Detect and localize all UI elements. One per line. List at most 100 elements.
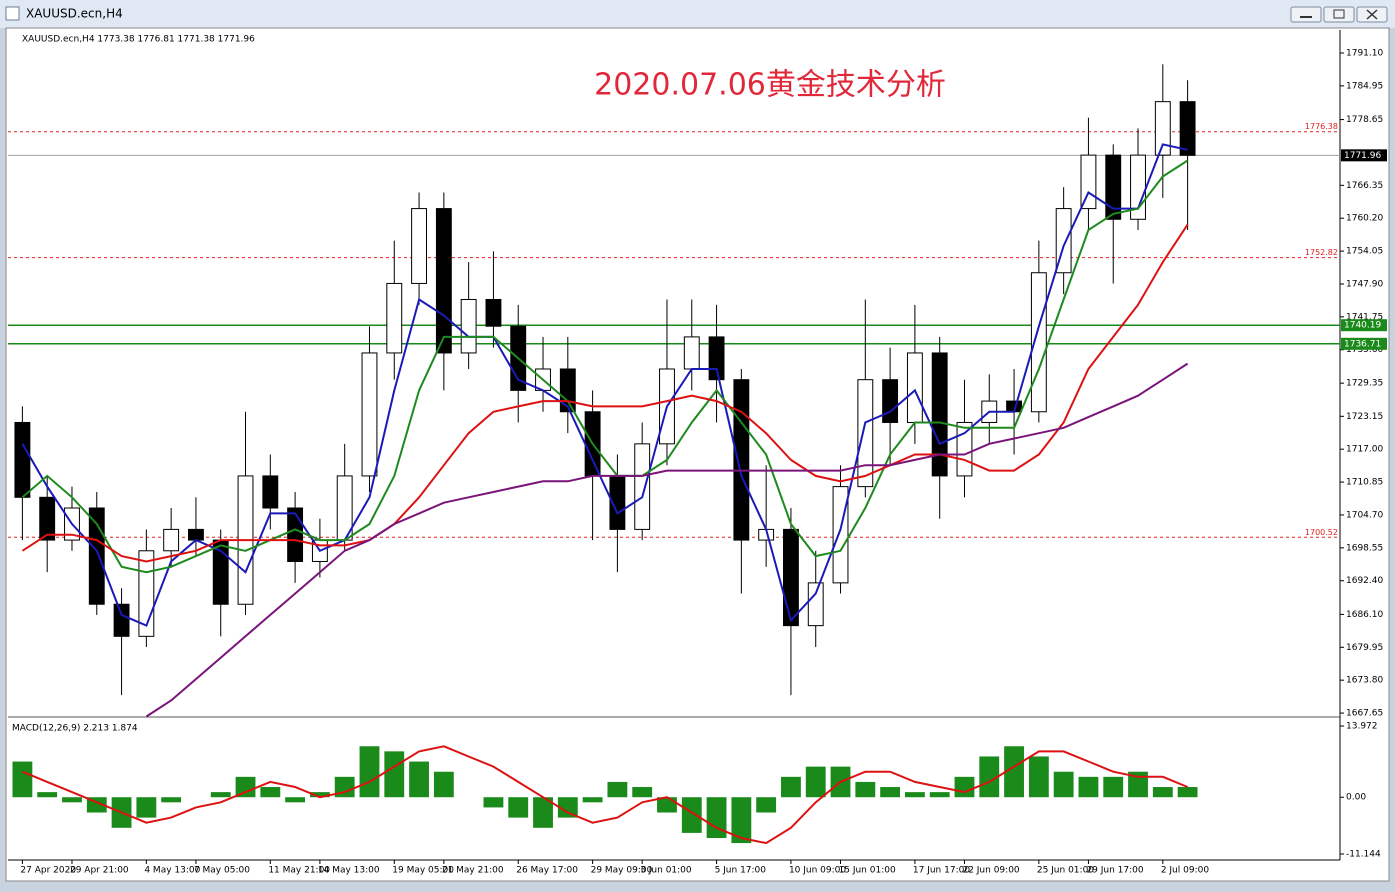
macd-bar [582, 797, 603, 803]
y-tick-label: 0.00 [1346, 793, 1366, 803]
candle-body [88, 507, 105, 605]
chart-area [5, 27, 1390, 882]
x-tick-label: 3 Jun 01:00 [640, 866, 692, 876]
x-tick-label: 22 Jun 09:00 [962, 866, 1019, 876]
macd-bar [235, 776, 256, 798]
level-price-label: 1740.19 [1344, 321, 1381, 331]
level-price-label: 1736.71 [1344, 339, 1381, 349]
candle-body [1154, 101, 1171, 156]
candle-body [931, 352, 948, 477]
macd-bar [1152, 787, 1173, 798]
x-tick-label: 27 Apr 2020 [20, 866, 76, 876]
macd-bar [1004, 746, 1024, 798]
x-tick-label: 25 Jun 01:00 [1037, 866, 1094, 876]
x-tick-label: 15 Jun 01:00 [839, 866, 896, 876]
marks: 1791.10 1784.95 1778.65 1766.35 1760.20 1754.… [8, 48, 1387, 876]
candle-body [783, 528, 799, 627]
candle-body [882, 379, 899, 423]
minimize-button[interactable] [1290, 6, 1322, 23]
macd-bar [929, 792, 950, 798]
y-tick-label: 1704.70 [1346, 510, 1383, 520]
macd-bar [607, 781, 628, 798]
candle-body [460, 298, 477, 354]
level-label: 1776.38 [1305, 122, 1338, 131]
indicator-line [21, 224, 1189, 563]
level-label: 1752.82 [1305, 248, 1338, 257]
macd-bar [681, 797, 702, 833]
candle-body [411, 208, 427, 284]
macd-bar [161, 797, 182, 803]
x-tick-label: 2 Jul 09:00 [1161, 866, 1210, 876]
indicator-line [21, 143, 1188, 627]
candle-body [163, 528, 180, 552]
macd-bar [210, 792, 231, 798]
macd-bar [136, 797, 157, 818]
symbol-info: XAUUSD.ecn,H4 1773.38 1776.81 1771.38 17… [22, 35, 255, 45]
candle-body [857, 379, 874, 488]
candle-body [212, 539, 229, 605]
y-tick-label: 1692.40 [1346, 576, 1383, 586]
macd-bar [557, 797, 578, 818]
macd-bar [979, 756, 1000, 798]
candle-body [188, 528, 204, 541]
x-tick-label: 17 Jun 17:00 [913, 866, 970, 876]
y-tick-label: 1729.35 [1346, 379, 1383, 389]
y-tick-label: -11.144 [1346, 850, 1381, 860]
macd-bar [483, 797, 504, 808]
x-tick-label: 26 May 17:00 [516, 866, 578, 876]
macd-bar [904, 792, 925, 798]
window-title: XAUUSD.ecn,H4 [26, 7, 123, 21]
macd-bar [756, 797, 777, 813]
macd-bar [285, 797, 306, 803]
y-tick-label: 1778.65 [1346, 115, 1383, 125]
level-price-box [1341, 337, 1387, 350]
x-tick-label: 10 Jun 09:00 [789, 866, 846, 876]
x-tick-label: 29 Jun 17:00 [1086, 866, 1143, 876]
candle-body [807, 582, 824, 627]
level-price-box [1341, 149, 1387, 162]
macd-bar [855, 781, 876, 798]
macd-bar [260, 787, 281, 798]
macd-bar [37, 792, 58, 798]
indicator-line [21, 159, 1189, 574]
macd-bar [1078, 776, 1099, 798]
x-tick-label: 14 May 13:00 [318, 866, 380, 876]
y-tick-label: 13.972 [1346, 722, 1378, 732]
window-icon [5, 6, 20, 21]
macd-bar [433, 771, 454, 798]
x-tick-label: 11 May 21:00 [268, 866, 330, 876]
candle-body [1080, 154, 1097, 210]
candle-body [361, 352, 378, 477]
y-tick-label: 1735.60 [1346, 345, 1383, 355]
y-tick-label: 1710.85 [1346, 478, 1383, 488]
macd-title: MACD(12,26,9) 2.213 1.874 [12, 724, 138, 734]
macd-bar [508, 797, 529, 818]
macd-bar [632, 787, 653, 798]
restore-icon [1333, 9, 1345, 19]
macd-bar [359, 746, 380, 798]
candle-body [1179, 101, 1196, 156]
macd-bar [12, 761, 33, 798]
candle-body [386, 282, 403, 354]
macd-bar [1103, 776, 1124, 798]
candle-body [1105, 154, 1122, 220]
y-tick-label: 1723.15 [1346, 412, 1383, 422]
candle-body [634, 443, 651, 530]
restore-button[interactable] [1323, 6, 1355, 23]
candle-body [906, 352, 923, 423]
candle-body [733, 379, 750, 541]
macd-bar [409, 761, 429, 798]
candle-body [39, 496, 56, 541]
x-tick-label: 7 May 05:00 [194, 866, 250, 876]
x-tick-label: 29 Apr 21:00 [70, 866, 129, 876]
macd-bar [384, 751, 405, 798]
y-tick-label: 1673.80 [1346, 676, 1383, 686]
macd-bar [731, 797, 752, 844]
macd-bar [1028, 756, 1049, 798]
macd-bar [62, 797, 82, 803]
y-tick-label: 1760.20 [1346, 214, 1383, 224]
candle-body [435, 208, 452, 354]
candle-body [956, 421, 973, 477]
x-tick-label: 21 May 21:00 [442, 866, 504, 876]
